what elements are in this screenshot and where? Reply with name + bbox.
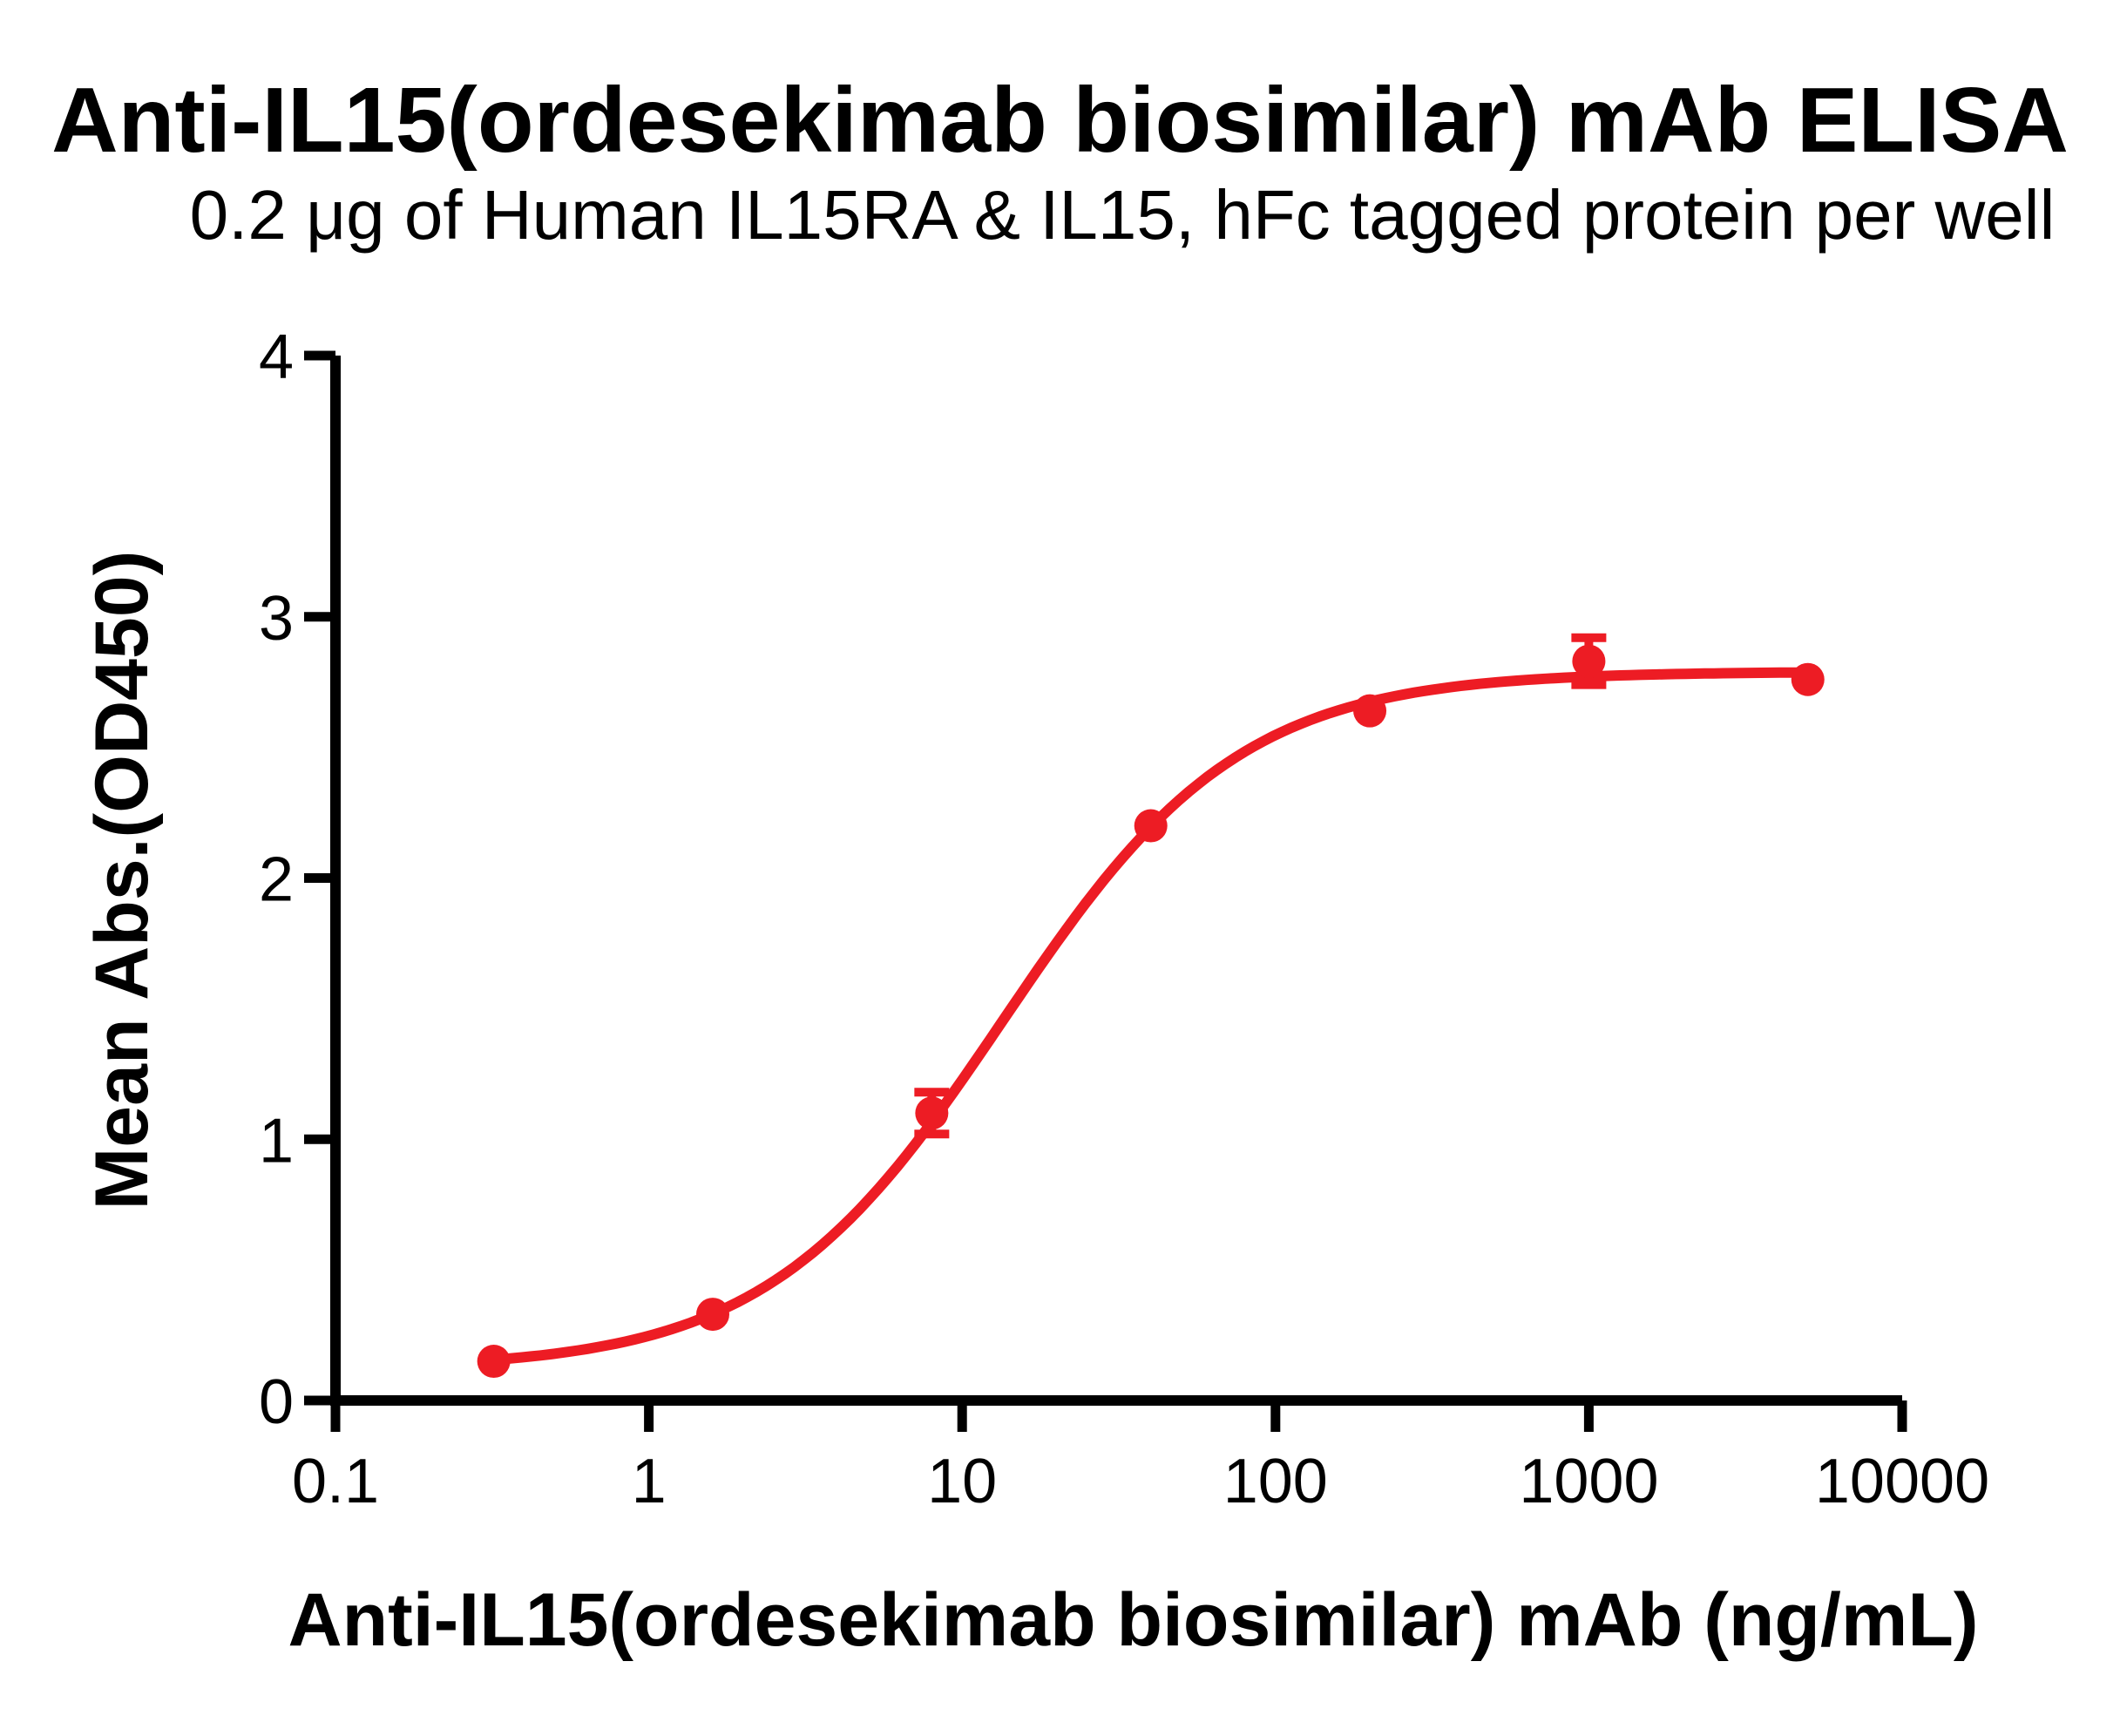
x-tick-label: 0.1 [292,1447,379,1516]
y-tick-label: 2 [259,845,294,915]
data-point-marker [1353,694,1387,728]
data-point-marker [1134,809,1168,843]
error-bars [914,633,1607,1139]
data-point-marker [1572,644,1606,678]
x-axis-title: Anti-IL15(ordesekimab biosimilar) mAb (n… [288,1578,1979,1662]
fit-curve [488,667,1813,1366]
data-point-marker [696,1298,730,1332]
x-tick-label: 100 [1223,1447,1328,1516]
axes [304,350,1907,1432]
y-tick-label: 4 [259,322,294,392]
axis-spine [330,356,1902,1406]
x-tick-label: 1000 [1519,1447,1658,1516]
tick-labels: 0 1 2 3 4 0.1 1 10 100 1000 10000 [259,322,1989,1516]
data-point-marker [1791,662,1825,696]
x-tick-label: 10 [927,1447,997,1516]
dose-response-curve [488,667,1813,1366]
chart-title: Anti-IL15(ordesekimab biosimilar) mAb EL… [51,69,2069,172]
data-point-marker [477,1345,511,1379]
x-tick-label: 10000 [1815,1447,1989,1516]
x-tick-label: 1 [632,1447,667,1516]
data-point-marker [915,1096,949,1130]
y-axis-title: Mean Abs.(OD450) [80,550,164,1210]
y-tick-label: 1 [259,1106,294,1176]
y-tick-label: 3 [259,584,294,654]
y-tick-label: 0 [259,1367,294,1437]
chart-subtitle: 0.2 μg of Human IL15RA & IL15, hFc tagge… [189,176,2056,254]
data-points [477,644,1825,1379]
